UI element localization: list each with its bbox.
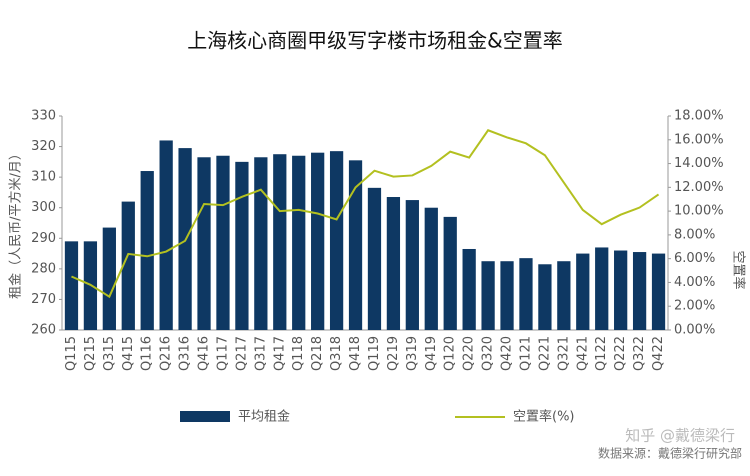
y-tick-label: 260	[31, 323, 56, 338]
bar	[386, 197, 401, 330]
y-tick-label: 270	[31, 292, 56, 307]
bar	[538, 264, 552, 330]
x-tick-label: Q120	[443, 336, 458, 371]
y-axis-title: 租金（人民币/平方米/月）	[8, 147, 24, 299]
bar	[595, 247, 609, 330]
x-tick-label: Q121	[518, 336, 533, 371]
y2-tick-label: 0.00%	[674, 323, 715, 338]
y-tick-label: 290	[31, 231, 56, 246]
bar	[481, 261, 495, 330]
bar	[500, 261, 514, 330]
x-tick-label: Q218	[310, 336, 325, 371]
bar	[159, 140, 173, 330]
x-tick-label: Q322	[632, 336, 647, 371]
x-tick-label: Q119	[367, 336, 382, 371]
x-tick-label: Q321	[556, 336, 571, 371]
bar	[64, 241, 79, 330]
y2-tick-label: 4.00%	[674, 275, 715, 290]
bar	[140, 171, 154, 330]
y2-tick-label: 14.00%	[674, 156, 724, 171]
bar	[329, 151, 344, 330]
x-tick-label: Q115	[64, 336, 79, 371]
legend-swatch	[180, 411, 230, 422]
y2-tick-label: 2.00%	[674, 299, 715, 314]
x-tick-label: Q320	[481, 336, 496, 371]
bar	[576, 253, 590, 330]
x-tick-label: Q116	[140, 336, 155, 371]
y2-tick-label: 16.00%	[674, 132, 724, 147]
x-tick-label: Q216	[159, 336, 174, 371]
x-tick-label: Q117	[215, 336, 230, 371]
line	[71, 129, 660, 299]
x-tick-label: Q122	[594, 336, 609, 371]
x-tick-label: Q222	[613, 336, 628, 371]
bar	[557, 261, 571, 330]
x-tick-label: Q416	[197, 336, 212, 371]
x-tick-label: Q415	[121, 336, 136, 371]
x-tick-label: Q215	[83, 336, 98, 371]
bar	[424, 207, 438, 330]
bar	[632, 252, 647, 330]
y-tick-label: 320	[31, 139, 56, 154]
x-tick-label: Q419	[424, 336, 439, 371]
y2-tick-label: 12.00%	[674, 180, 724, 195]
chart-title: 上海核心商圈甲级写字楼市场租金&空置率	[187, 29, 563, 53]
bar	[254, 157, 268, 330]
x-tick-label: Q220	[462, 336, 477, 371]
y2-tick-label: 8.00%	[674, 227, 715, 242]
x-tick-label: Q221	[537, 336, 552, 371]
y2-tick-label: 18.00%	[674, 109, 724, 124]
x-tick-label: Q118	[291, 336, 306, 371]
x-tick-label: Q422	[651, 336, 666, 371]
x-tick-label: Q421	[575, 336, 590, 371]
watermark: 知乎 @戴德梁行	[625, 427, 735, 445]
bar	[405, 200, 419, 330]
bar	[235, 161, 249, 330]
x-tick-label: Q319	[405, 336, 420, 371]
bar	[348, 160, 363, 330]
x-tick-label: Q315	[102, 336, 117, 371]
bar	[273, 154, 287, 330]
bar	[519, 258, 533, 330]
y2-axis-title: 空置率	[731, 250, 747, 289]
x-tick-label: Q316	[178, 336, 193, 371]
source-note: 数据来源：戴德梁行研究部	[598, 446, 742, 461]
y-tick-label: 300	[31, 200, 56, 215]
legend-label: 空置率(%)	[513, 409, 575, 425]
legend-label: 平均租金	[238, 409, 290, 425]
y2-tick-label: 6.00%	[674, 251, 715, 266]
bar	[443, 216, 457, 330]
bar	[216, 155, 230, 330]
bar	[121, 201, 135, 330]
x-tick-label: Q417	[272, 336, 287, 371]
x-tick-label: Q217	[234, 336, 249, 371]
y-tick-label: 280	[31, 261, 56, 276]
x-tick-label: Q219	[386, 336, 401, 371]
bar	[367, 187, 382, 330]
y2-tick-label: 10.00%	[674, 204, 724, 219]
bar	[102, 227, 116, 330]
x-tick-label: Q318	[329, 336, 344, 371]
bar	[462, 248, 476, 330]
bar	[651, 253, 666, 330]
bar	[197, 157, 211, 330]
x-tick-label: Q420	[500, 336, 515, 371]
x-tick-label: Q418	[348, 336, 363, 371]
bar	[292, 155, 306, 330]
y-tick-label: 330	[31, 109, 56, 124]
bar	[614, 250, 628, 330]
x-tick-label: Q317	[253, 336, 268, 371]
y-tick-label: 310	[31, 170, 56, 185]
bar	[311, 152, 325, 330]
